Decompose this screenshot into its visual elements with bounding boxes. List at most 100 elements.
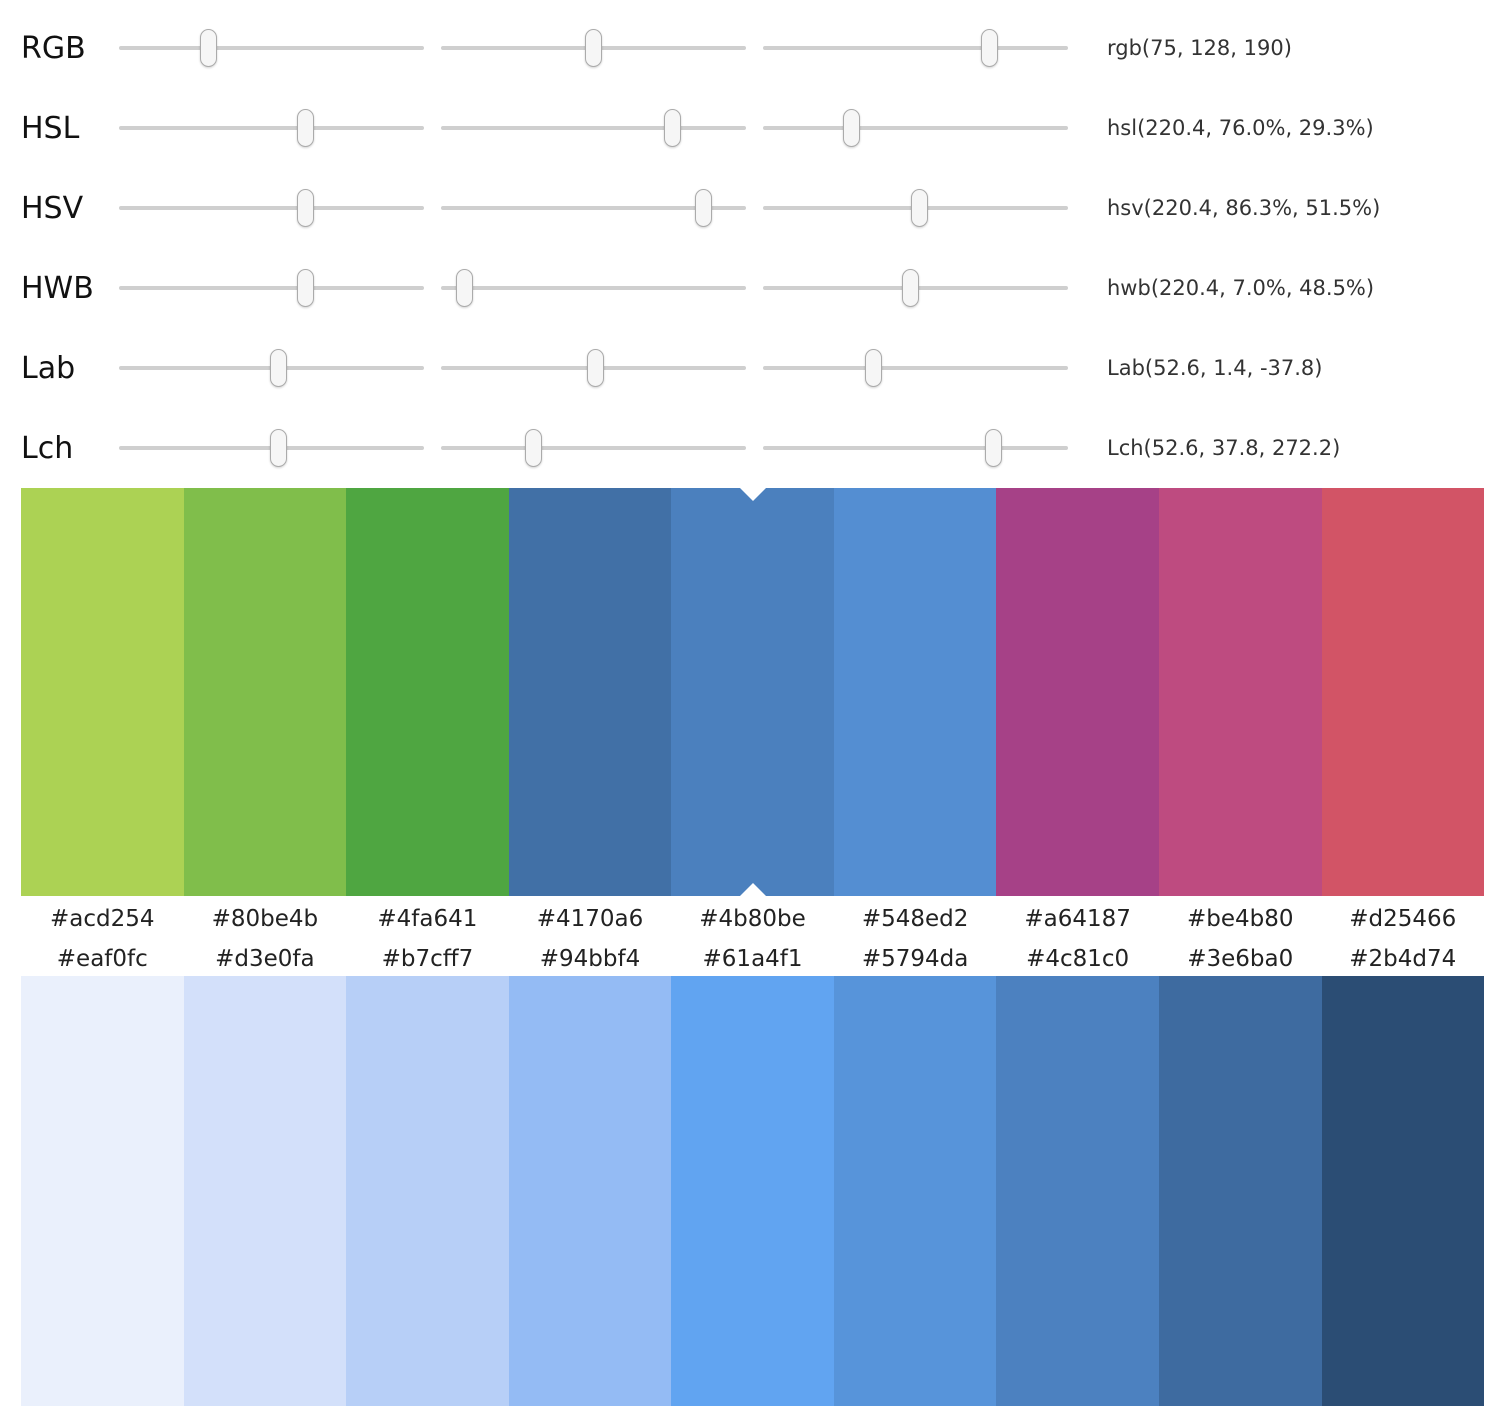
slider-handle[interactable] <box>296 109 314 147</box>
scale-swatch[interactable] <box>183 976 347 1406</box>
colorspace-sliders-panel: RGB rgb(75, 128, 190) HSL hsl(220.4, <box>0 0 1501 488</box>
scale-swatch[interactable] <box>508 976 672 1406</box>
rgb-slider-red[interactable] <box>119 25 424 71</box>
slider-track[interactable] <box>763 446 1068 450</box>
hue-palette-row <box>21 488 1485 896</box>
swatch-hex-label: #d25466 <box>1349 906 1457 932</box>
slider-track[interactable] <box>119 286 424 290</box>
lch-slider-l[interactable] <box>119 425 424 471</box>
swatch-hex-label: #5794da <box>861 946 969 972</box>
slider-track[interactable] <box>119 206 424 210</box>
palette-swatch[interactable] <box>508 488 672 896</box>
slider-track[interactable] <box>441 206 746 210</box>
hwb-slider-whiteness[interactable] <box>441 265 746 311</box>
slider-track[interactable] <box>763 366 1068 370</box>
colorspace-row-hsl: HSL hsl(220.4, 76.0%, 29.3%) <box>0 88 1501 168</box>
colorspace-row-hsv: HSV hsv(220.4, 86.3%, 51.5%) <box>0 168 1501 248</box>
swatch-hex-label: #acd254 <box>50 906 155 932</box>
slider-handle[interactable] <box>843 109 861 147</box>
scale-swatch[interactable] <box>833 976 997 1406</box>
palette-swatch[interactable] <box>21 488 184 896</box>
color-value-text: rgb(75, 128, 190) <box>1107 36 1292 60</box>
palette-swatch[interactable] <box>346 488 509 896</box>
slider-handle[interactable] <box>296 269 314 307</box>
palette-swatch[interactable] <box>996 488 1159 896</box>
color-value-text: hsl(220.4, 76.0%, 29.3%) <box>1107 116 1374 140</box>
scale-swatch[interactable] <box>996 976 1159 1406</box>
slider-track[interactable] <box>441 286 746 290</box>
swatch-hex-label: #eaf0fc <box>56 946 148 972</box>
slider-handle[interactable] <box>270 349 288 387</box>
hsl-slider-lightness[interactable] <box>763 105 1068 151</box>
swatch-hex-label: #4c81c0 <box>1026 946 1130 972</box>
swatch-hex-label: #548ed2 <box>861 906 969 932</box>
slider-track[interactable] <box>763 126 1068 130</box>
slider-handle[interactable] <box>456 269 474 307</box>
swatch-hex-label: #80be4b <box>211 906 319 932</box>
hsv-slider-value[interactable] <box>763 185 1068 231</box>
slider-track[interactable] <box>119 46 424 50</box>
tint-shade-scale-row <box>21 976 1485 1406</box>
scale-swatch[interactable] <box>671 976 834 1406</box>
scale-swatch[interactable] <box>346 976 509 1406</box>
scale-swatch[interactable] <box>21 976 184 1406</box>
slider-handle[interactable] <box>270 429 288 467</box>
slider-handle[interactable] <box>865 349 883 387</box>
color-value-text: hwb(220.4, 7.0%, 48.5%) <box>1107 276 1375 300</box>
hwb-slider-hue[interactable] <box>119 265 424 311</box>
swatch-hex-label: #4170a6 <box>536 906 644 932</box>
hsl-slider-saturation[interactable] <box>441 105 746 151</box>
lab-slider-a[interactable] <box>441 345 746 391</box>
color-value-text: Lab(52.6, 1.4, -37.8) <box>1107 356 1323 380</box>
slider-handle[interactable] <box>663 109 681 147</box>
hsv-slider-saturation[interactable] <box>441 185 746 231</box>
scale-swatch[interactable] <box>1158 976 1322 1406</box>
colorspace-label: HWB <box>21 270 94 306</box>
swatch-hex-label: #4b80be <box>699 906 806 932</box>
slider-handle[interactable] <box>525 429 543 467</box>
slider-track[interactable] <box>441 446 746 450</box>
slider-handle[interactable] <box>586 349 604 387</box>
lab-slider-l[interactable] <box>119 345 424 391</box>
scale-swatch[interactable] <box>1321 976 1485 1406</box>
palette-swatch[interactable] <box>1158 488 1322 896</box>
swatch-hex-label: #94bbf4 <box>539 946 641 972</box>
slider-handle[interactable] <box>695 189 713 227</box>
palette-swatch[interactable] <box>1321 488 1485 896</box>
rgb-slider-blue[interactable] <box>763 25 1068 71</box>
slider-handle[interactable] <box>199 29 217 67</box>
slider-handle[interactable] <box>901 269 919 307</box>
slider-handle[interactable] <box>981 29 999 67</box>
color-value-text: Lch(52.6, 37.8, 272.2) <box>1107 436 1341 460</box>
slider-track[interactable] <box>441 126 746 130</box>
slider-handle[interactable] <box>911 189 929 227</box>
slider-handle[interactable] <box>296 189 314 227</box>
palette-swatch-selected[interactable] <box>671 488 834 896</box>
slider-handle[interactable] <box>585 29 603 67</box>
slider-track[interactable] <box>119 126 424 130</box>
selected-swatch-bottom-notch-icon <box>739 883 766 896</box>
selected-swatch-top-notch-icon <box>739 488 766 501</box>
colorspace-label: HSV <box>21 190 84 226</box>
palette-swatch[interactable] <box>833 488 997 896</box>
swatch-hex-label: #be4b80 <box>1186 906 1294 932</box>
palette-swatch[interactable] <box>183 488 347 896</box>
colorspace-label: RGB <box>21 30 86 66</box>
colorspace-row-lch: Lch Lch(52.6, 37.8, 272.2) <box>0 408 1501 488</box>
lab-slider-b[interactable] <box>763 345 1068 391</box>
slider-track[interactable] <box>763 46 1068 50</box>
swatch-hex-label: #4fa641 <box>377 906 478 932</box>
colorspace-label: Lch <box>21 430 74 466</box>
swatch-hex-label: #3e6ba0 <box>1187 946 1294 972</box>
swatch-hex-label: #a64187 <box>1024 906 1131 932</box>
swatch-hex-label: #d3e0fa <box>215 946 315 972</box>
lch-slider-h[interactable] <box>763 425 1068 471</box>
slider-handle[interactable] <box>984 429 1002 467</box>
hwb-slider-blackness[interactable] <box>763 265 1068 311</box>
hsl-slider-hue[interactable] <box>119 105 424 151</box>
hsv-slider-hue[interactable] <box>119 185 424 231</box>
scale-hex-labels: #eaf0fc #d3e0fa #b7cff7 #94bbf4 #61a4f1 … <box>21 942 1484 976</box>
lch-slider-c[interactable] <box>441 425 746 471</box>
colorspace-label: HSL <box>21 110 80 146</box>
rgb-slider-green[interactable] <box>441 25 746 71</box>
